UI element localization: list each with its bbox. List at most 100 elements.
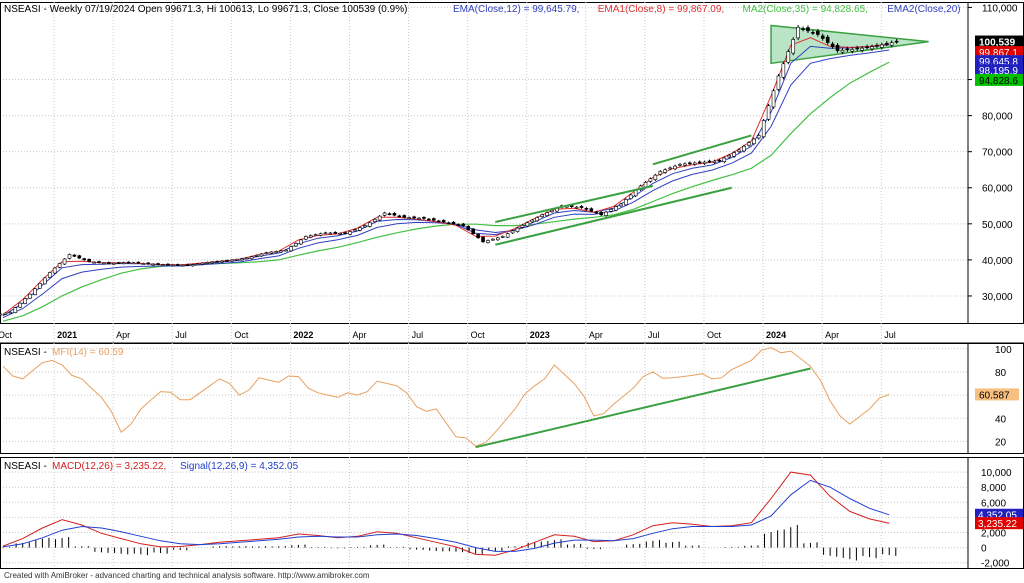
macd-y-tick-label: 10,000 [981, 468, 1012, 479]
candle-body [747, 142, 751, 146]
price-y-tick-label: 110,000 [982, 3, 1018, 14]
candle-body [668, 167, 672, 170]
candle-body [589, 208, 594, 212]
candle-body [432, 218, 436, 221]
candle-body [756, 135, 761, 139]
candle-body [500, 236, 505, 238]
candle-body [648, 178, 653, 182]
candle-body [259, 253, 264, 257]
candle-body [766, 105, 771, 120]
candle-body [830, 43, 835, 47]
candle-body [358, 227, 362, 231]
candle-body [865, 46, 869, 49]
price-legend-item: EMA2(Close,20) [887, 4, 960, 15]
candle-body [540, 214, 544, 217]
candle-body [185, 264, 190, 266]
candle-body [604, 211, 608, 216]
candle-body [673, 165, 677, 170]
candle-body [505, 233, 510, 238]
candle-body [712, 160, 717, 163]
candle-body [486, 240, 490, 243]
candle-body [579, 206, 584, 208]
candle-body [525, 222, 530, 227]
candle-body [496, 237, 500, 241]
candle-body [382, 212, 387, 216]
x-tick-label: Jul [175, 330, 187, 340]
price-last-label: 99,867.1 [979, 48, 1018, 59]
candle-body [3, 312, 8, 315]
price-y-tick-label: 60,000 [982, 184, 1013, 195]
price-y-tick-label: 40,000 [982, 256, 1013, 267]
candle-body [343, 232, 347, 234]
candle-body [476, 234, 480, 239]
candle-body [333, 232, 338, 234]
candle-body [599, 211, 604, 216]
candle-body [303, 236, 308, 240]
candle-body [875, 44, 879, 47]
macd-y-tick-label: 8,000 [981, 483, 1006, 494]
x-tick-label: Jul [412, 330, 424, 340]
mfi-y-tick-label: 20 [995, 437, 1007, 448]
candle-body [436, 220, 441, 223]
candle-body [62, 258, 67, 265]
candle-body [870, 46, 874, 50]
candle-body [515, 227, 520, 232]
candle-body [594, 211, 599, 214]
candle-body [220, 260, 224, 263]
candle-body [136, 261, 141, 264]
candle-body [412, 216, 416, 219]
candle-body [111, 262, 116, 265]
price-last-label-box [975, 46, 1023, 59]
candle-body [550, 209, 554, 213]
candle-body [289, 246, 293, 252]
candle-body [688, 162, 692, 165]
candle-body [8, 311, 13, 314]
candle-body [456, 224, 461, 226]
candle-body [353, 229, 357, 232]
candle-body [308, 235, 313, 238]
candle-body [107, 262, 111, 264]
candle-body [180, 264, 185, 267]
candle-body [628, 194, 633, 199]
price-last-label: 98,195.9 [979, 66, 1018, 77]
macd-last-label: 4,352.05 [978, 511, 1017, 522]
candle-body [466, 225, 471, 230]
candle-body [520, 224, 525, 228]
x-tick-label: 2022 [293, 330, 313, 340]
candle-body [367, 222, 372, 227]
candle-body [658, 171, 663, 175]
candle-body [481, 236, 485, 243]
candle-body [441, 220, 446, 223]
candle-body [72, 254, 77, 257]
candle-body [761, 120, 766, 138]
candle-body [717, 159, 722, 162]
candle-body [732, 152, 736, 157]
candle-body [18, 302, 23, 308]
candle-body [545, 212, 549, 216]
macd-y-tick-label: 0 [981, 544, 987, 555]
price-last-label-box [975, 55, 1023, 68]
candle-body [313, 234, 318, 236]
candle-body [692, 162, 697, 165]
candle-body [510, 230, 515, 234]
price-trendline [495, 184, 654, 223]
candle-body [752, 138, 756, 145]
mfi-last-label-box [975, 388, 1019, 401]
x-tick-label: 2023 [530, 330, 550, 340]
candle-body [574, 206, 579, 209]
candle-body [13, 307, 18, 313]
x-tick-label: Oct [234, 330, 249, 340]
mfi-last-label: 60.587 [979, 390, 1010, 401]
candle-body [461, 223, 466, 226]
candle-body [254, 255, 259, 257]
candle-body [372, 219, 377, 222]
candle-body [825, 36, 830, 43]
candle-body [230, 259, 234, 262]
candle-body [274, 251, 279, 253]
x-tick-label: Oct [471, 330, 486, 340]
candle-body [77, 255, 82, 259]
candle-body [126, 261, 131, 264]
candle-body [166, 263, 170, 266]
candle-body [742, 145, 746, 152]
